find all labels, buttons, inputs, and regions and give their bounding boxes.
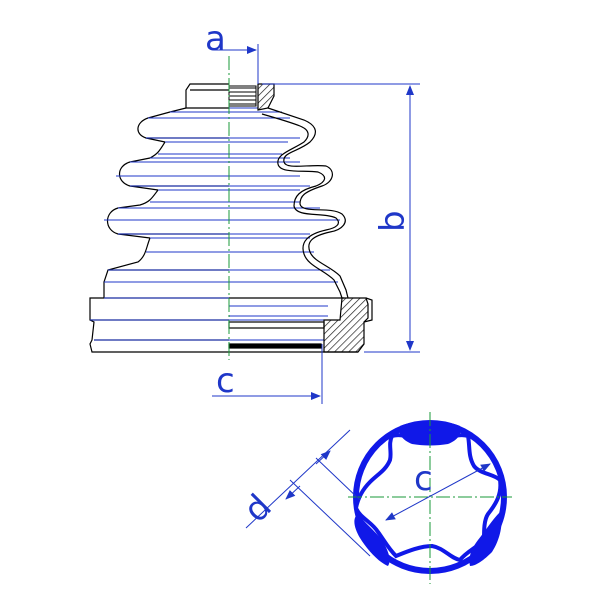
- section-lines: [90, 107, 344, 341]
- top-collar-outline: [185, 83, 229, 109]
- convolution-2-outline: [106, 189, 159, 239]
- convolution-1-outline: [118, 141, 166, 191]
- dimension-c-side: [212, 344, 323, 404]
- dimension-b: [262, 83, 420, 353]
- tripod-end-view: [348, 412, 512, 584]
- neck-outline: [137, 107, 187, 143]
- base-outline: [89, 297, 229, 353]
- boot-side-view: [89, 83, 229, 353]
- base-section: [323, 297, 369, 353]
- dimension-c-end: [385, 463, 491, 521]
- top-collar-section: [257, 83, 275, 111]
- base-right-outline: [363, 297, 373, 323]
- inner-sleeve: [228, 321, 325, 329]
- lobe-right: [469, 512, 502, 566]
- lobe-left: [354, 514, 390, 566]
- label-b: b: [373, 210, 413, 232]
- label-c-end: c: [414, 459, 433, 499]
- convolution-3-outline: [103, 237, 151, 298]
- boot-wall-inner: [261, 113, 343, 299]
- dimension-a: [214, 44, 259, 84]
- dimension-d: [245, 429, 371, 557]
- boot-wall-outer: [267, 107, 349, 299]
- label-d: d: [236, 487, 280, 531]
- label-a: a: [205, 19, 226, 59]
- lobe-top: [399, 421, 461, 446]
- collar-threads: [228, 85, 257, 107]
- boot-cross-section: [228, 83, 373, 353]
- inner-ring: [228, 343, 322, 349]
- label-c-side: c: [216, 361, 235, 401]
